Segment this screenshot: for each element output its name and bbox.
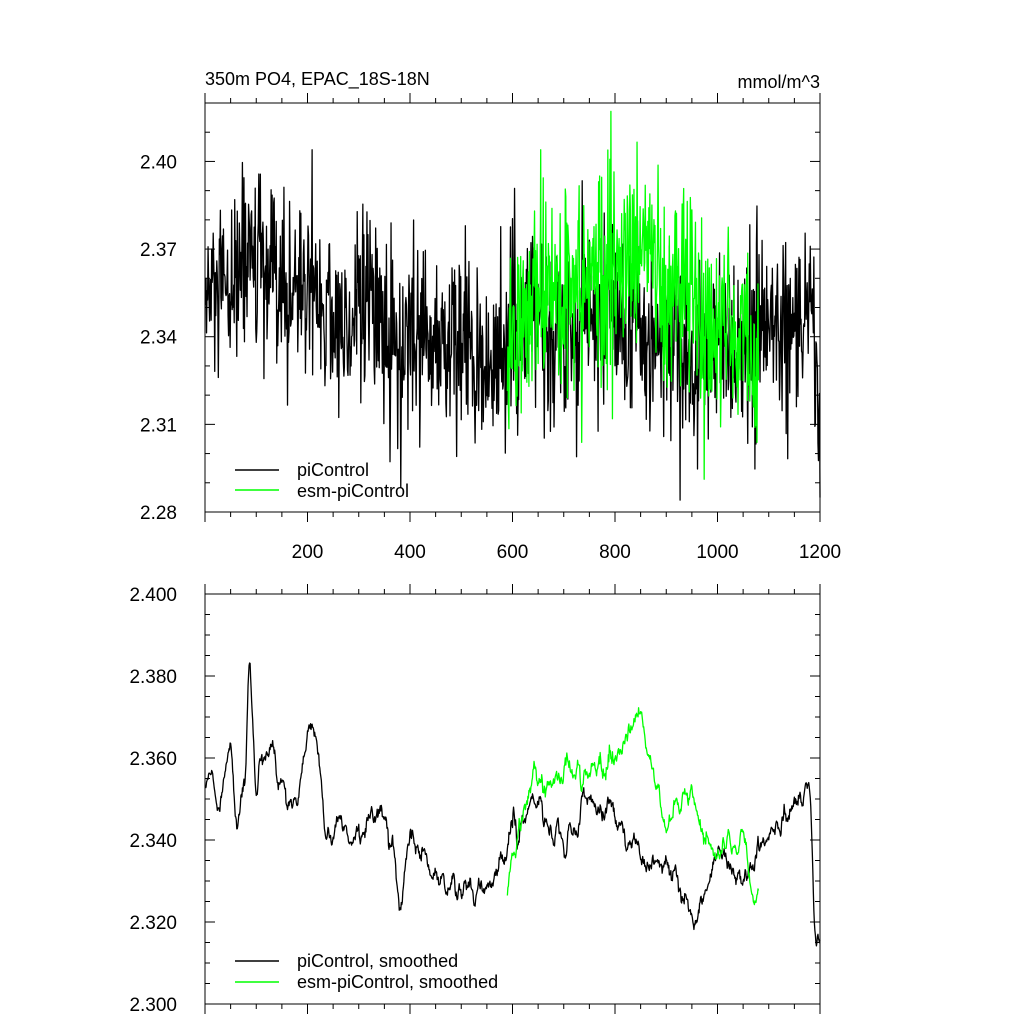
top-panel-title: 350m PO4, EPAC_18S-18N — [205, 69, 430, 90]
y-tick-label: 2.300 — [129, 995, 177, 1016]
bottom-plot-frame — [204, 593, 821, 1005]
y-tick-label: 2.37 — [140, 240, 177, 261]
y-tick-label: 2.400 — [129, 585, 177, 606]
bottom-ticks-group: 2.300 2.320 2.340 2.360 2.380 2.400 — [129, 584, 821, 1016]
bottom-panel: 2.300 2.320 2.340 2.360 2.380 2.400 piControl… — [129, 584, 821, 1016]
y-tick-label: 2.28 — [140, 503, 177, 524]
x-tick-label: 600 — [497, 542, 529, 563]
y-tick-label: 2.340 — [129, 831, 177, 852]
legend-label-esm-picontrol-smoothed: esm-piControl, smoothed — [297, 972, 498, 992]
x-tick-label: 800 — [599, 542, 631, 563]
top-panel-units: mmol/m^3 — [738, 72, 820, 92]
y-tick-label: 2.40 — [140, 152, 177, 173]
x-tick-label: 200 — [292, 542, 324, 563]
x-tick-label: 1200 — [799, 542, 841, 563]
bottom-legend: piControl, smoothed esm-piControl, smoot… — [235, 951, 498, 992]
top-plot-frame — [204, 102, 821, 513]
x-tick-label: 400 — [394, 542, 426, 563]
series-line-esm-picontrol — [506, 110, 760, 480]
y-tick-label: 2.380 — [129, 667, 177, 688]
series-line-esm-picontrol-smoothed — [506, 707, 760, 906]
y-tick-label: 2.360 — [129, 749, 177, 770]
legend-label-picontrol: piControl — [297, 460, 369, 480]
series-line-picontrol-smoothed — [204, 662, 821, 947]
top-ticks-group: 200 400 600 800 1000 1200 2.28 2.31 2.34 2.37 2.40 — [140, 93, 841, 563]
top-legend: piControl esm-piControl — [235, 460, 409, 501]
legend-label-esm-picontrol: esm-piControl — [297, 481, 409, 501]
x-tick-label: 1000 — [696, 542, 738, 563]
top-series-group — [204, 110, 821, 501]
y-tick-label: 2.34 — [140, 328, 177, 349]
bottom-series-group — [204, 662, 821, 947]
top-panel: 350m PO4, EPAC_18S-18N mmol/m^3 200 400 60… — [140, 69, 841, 563]
y-tick-label: 2.320 — [129, 913, 177, 934]
y-tick-label: 2.31 — [140, 415, 177, 436]
legend-label-picontrol-smoothed: piControl, smoothed — [297, 951, 458, 971]
